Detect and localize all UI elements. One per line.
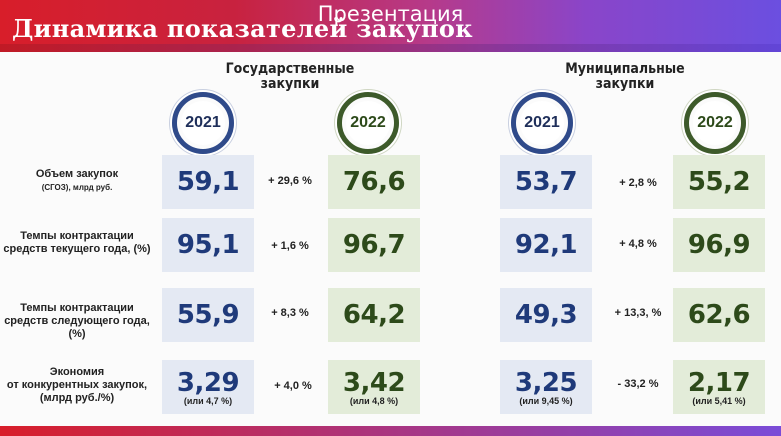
row-label-line: Темпы контрактации: [20, 230, 134, 242]
row-label-volume: Объем закупок (СГОЗ), млрд руб.: [2, 168, 152, 194]
window-title: Презентация: [317, 2, 464, 26]
gov-2022-savings: 3,42 (или 4,8 %): [328, 360, 420, 414]
slide-header: [0, 0, 781, 52]
value: 3,25: [514, 368, 578, 398]
row-label-line: средств текущего года, (%): [3, 243, 151, 255]
row-label-next-year: Темпы контрактации средств следующего го…: [2, 302, 152, 341]
header-strip: [0, 44, 781, 52]
mun-2022-volume: 55,2: [673, 155, 765, 209]
row-label-line: Темпы контрактации: [20, 302, 134, 314]
value: 3,29: [176, 368, 240, 398]
slide-title: Динамика показателей закупок: [12, 14, 473, 43]
mun-heading-line1: Муниципальные: [565, 61, 685, 77]
mun-2022-current-year: 96,9: [673, 218, 765, 272]
gov-volume-delta: + 29,6 %: [268, 175, 312, 187]
mun-current-year-delta: + 4,8 %: [619, 238, 657, 250]
gov-2022-next-year: 64,2: [328, 288, 420, 342]
row-label-line: (СГОЗ), млрд руб.: [41, 183, 113, 192]
row-label-savings: Экономия от конкурентных закупок, (млрд …: [2, 366, 152, 405]
gov-savings-delta: + 4,0 %: [274, 380, 312, 392]
value: 96,9: [687, 230, 751, 260]
value: 62,6: [687, 300, 751, 330]
mun-heading-line2: закупки: [595, 76, 655, 92]
mun-2021-volume: 53,7: [500, 155, 592, 209]
value-note: (или 4,7 %): [183, 396, 233, 406]
row-label-line: от конкурентных закупок,: [6, 379, 148, 391]
value: 64,2: [342, 300, 406, 330]
value: 95,1: [176, 230, 240, 260]
gov-year-2022-badge: 2022: [337, 92, 399, 154]
gov-year-2021-badge: 2021: [172, 92, 234, 154]
mun-2021-current-year: 92,1: [500, 218, 592, 272]
row-label-line: Объем закупок: [35, 168, 119, 180]
gov-heading: Государственные закупки: [195, 62, 385, 92]
gov-2022-current-year: 96,7: [328, 218, 420, 272]
mun-heading: Муниципальные закупки: [530, 62, 720, 92]
gov-heading-line2: закупки: [260, 76, 320, 92]
mun-savings-delta: - 33,2 %: [617, 378, 659, 390]
value: 92,1: [514, 230, 578, 260]
mun-2022-next-year: 62,6: [673, 288, 765, 342]
gov-2021-savings: 3,29 (или 4,7 %): [162, 360, 254, 414]
value-note: (или 4,8 %): [349, 396, 399, 406]
row-label-line: Экономия: [49, 366, 105, 378]
row-label-current-year: Темпы контрактации средств текущего года…: [2, 230, 152, 256]
gov-year-2022-label: 2022: [346, 101, 390, 145]
mun-year-2021-label: 2021: [520, 101, 564, 145]
gov-2021-volume: 59,1: [162, 155, 254, 209]
value: 49,3: [514, 300, 578, 330]
value: 2,17: [687, 368, 751, 398]
gov-2021-next-year: 55,9: [162, 288, 254, 342]
value: 96,7: [342, 230, 406, 260]
row-label-line: средств следующего года, (%): [4, 315, 150, 340]
slide-footer: [0, 426, 781, 436]
gov-2021-current-year: 95,1: [162, 218, 254, 272]
gov-current-year-delta: + 1,6 %: [271, 240, 309, 252]
gov-2022-volume: 76,6: [328, 155, 420, 209]
value: 76,6: [342, 167, 406, 197]
gov-heading-line1: Государственные: [225, 61, 355, 77]
value: 55,9: [176, 300, 240, 330]
mun-next-year-delta: + 13,3, %: [614, 307, 662, 319]
mun-2021-savings: 3,25 (или 9,45 %): [500, 360, 592, 414]
value: 55,2: [687, 167, 751, 197]
gov-year-2021-label: 2021: [181, 101, 225, 145]
mun-volume-delta: + 2,8 %: [619, 177, 657, 189]
mun-2021-next-year: 49,3: [500, 288, 592, 342]
mun-year-2022-badge: 2022: [684, 92, 746, 154]
mun-year-2021-badge: 2021: [511, 92, 573, 154]
value: 53,7: [514, 167, 578, 197]
mun-2022-savings: 2,17 (или 5,41 %): [673, 360, 765, 414]
mun-year-2022-label: 2022: [693, 101, 737, 145]
value: 3,42: [342, 368, 406, 398]
gov-next-year-delta: + 8,3 %: [271, 307, 309, 319]
row-label-line: (млрд руб./%): [39, 392, 115, 404]
value-note: (или 5,41 %): [692, 396, 746, 406]
value-note: (или 9,45 %): [519, 396, 573, 406]
value: 59,1: [176, 167, 240, 197]
